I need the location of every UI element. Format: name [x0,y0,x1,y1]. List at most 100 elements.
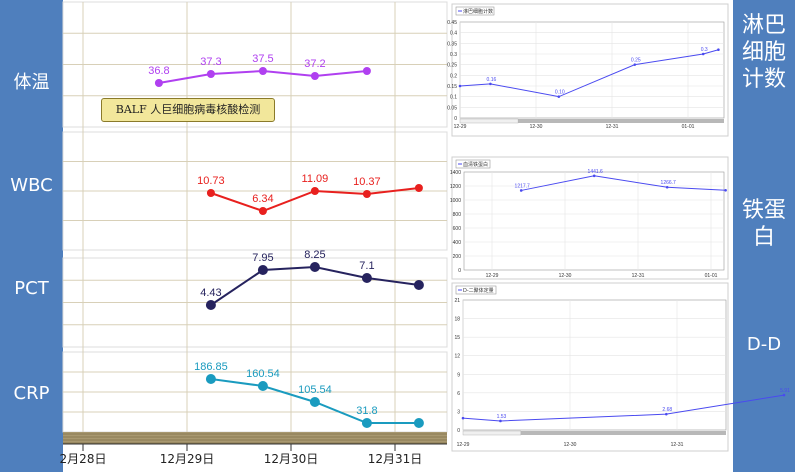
lymph-mini-y-tick: 0 [454,116,457,122]
label-d-dimer: D-D [746,334,782,355]
dd-mini-data-label: 2.68 [662,407,672,413]
dd-mini-point [665,412,668,416]
crp-data-label: 160.54 [246,368,280,380]
dd-mini-point [782,393,786,397]
lymph-mini-data-label: 0.16 [487,77,497,83]
wbc-data-point [362,190,371,198]
ferritin-mini-y-tick: 800 [453,212,462,218]
dd-mini-y-tick: 9 [457,372,460,378]
lymph-mini-scroll-thumb [459,118,519,124]
ferritin-mini-x-tick: 12-31 [632,273,645,279]
label-crp: CRP [13,383,50,404]
left-sidebar [0,0,63,472]
crp-data-label: 31.8 [356,405,377,417]
pct-data-label: 8.25 [304,249,325,261]
lymph-mini-point [717,48,720,52]
temp-data-point [310,72,319,80]
lymph-mini-y-tick: 0.1 [450,95,457,101]
ferritin-mini-x-tick: 12-29 [486,273,499,279]
dd-mini-scroll-thumb [462,430,522,436]
lymph-mini-x-tick: 01-01 [682,124,695,130]
crp-data-point [309,397,320,407]
dd-mini-y-tick: 0 [457,428,460,434]
wbc-data-point [414,184,423,192]
temp-data-label: 37.3 [200,56,221,68]
ferritin-mini-x-tick: 12-30 [559,273,572,279]
dd-mini-scrollbar [463,431,726,435]
lymph-mini-y-tick: 0.4 [450,31,457,37]
wbc-data-label: 10.37 [353,176,381,188]
dd-mini-data-label: 5.91 [780,388,790,394]
dd-mini-x-tick: 12-30 [564,442,577,448]
ferritin-mini-y-tick: 1000 [450,198,461,204]
ferritin-mini-title: 血清铁蛋白 [463,161,488,168]
wbc-data-label: 10.73 [197,175,225,187]
lymph-mini-point [458,84,462,88]
lymph-mini-x-tick: 12-31 [606,124,619,130]
pct-data-label: 7.1 [359,260,374,272]
temp-data-point [258,67,267,75]
axis-band [63,432,447,444]
ferritin-mini-point [665,185,669,189]
dd-mini-point [499,419,502,423]
wbc-data-label: 11.09 [302,173,329,185]
lymph-mini-line [459,49,719,98]
wbc-data-point [258,207,267,215]
crp-data-label: 105.54 [298,384,332,396]
pct-data-point [205,300,216,310]
lymph-mini-data-label: 0.25 [631,58,641,64]
ferritin-mini-y-tick: 600 [453,226,462,232]
lymph-mini-point [633,63,637,66]
crp-data-point [205,374,216,384]
lymph-mini-y-tick: 0.05 [447,105,457,111]
crp-data-point [413,418,424,428]
lymph-mini-title: 淋巴细胞计数 [463,8,493,15]
pct-data-label: 7.95 [252,252,273,264]
dd-mini-plot [462,299,727,431]
ferritin-mini-y-tick: 0 [458,268,461,274]
dd-mini-legend-box [455,285,497,295]
pct-data-point [413,280,424,290]
label-pct: PCT [14,278,49,299]
ferritin-mini-line [521,175,726,191]
lymph-mini-y-tick: 0.15 [447,84,457,90]
lymph-mini-y-tick: 0.35 [447,41,457,47]
temp-data-label: 36.8 [148,65,169,77]
ferritin-mini-point [519,189,523,192]
wbc-data-point [206,189,215,197]
pct-data-label: 4.43 [200,287,221,299]
ferritin-mini-data-label: 1441.6 [588,169,604,175]
temp-data-point [206,70,215,78]
ferritin-mini-y-tick: 1400 [450,170,461,176]
lymph-mini-scrollbar [460,119,724,123]
lymph-mini-point [557,95,561,98]
temp-data-point [362,67,371,75]
ferritin-mini-y-tick: 200 [453,254,462,260]
lymph-mini-point [701,52,705,56]
dd-mini-y-tick: 12 [454,354,460,360]
lymph-mini-plot [459,21,725,119]
label-lymphocyte-count: 淋巴 细胞 计数 [741,13,786,92]
lymph-mini-x-tick: 12-30 [530,124,543,130]
right-sidebar [733,0,795,472]
temp-data-point [154,79,163,87]
x-tick-label: 2月28日 [60,452,107,466]
wbc-data-label: 6.34 [252,193,273,205]
x-tick-label: 12月31日 [368,452,423,466]
lymph-mini-data-label: 0.3 [701,47,708,53]
x-tick-label: 12月30日 [264,452,319,466]
dd-mini-data-label: 1.53 [497,414,507,420]
lymph-mini-y-tick: 0.2 [450,73,457,79]
label-ferritin: 铁蛋白 [741,198,786,250]
x-tick-label: 12月29日 [160,452,215,466]
pct-data-point [361,273,372,283]
lymph-mini-y-tick: 0.3 [450,52,457,58]
lymph-mini-x-tick: 12-29 [454,124,467,130]
lymph-mini-point [489,82,492,86]
lymph-mini-data-label: 0.10 [555,90,565,96]
crp-data-point [361,418,372,428]
lymph-mini-y-tick: 0.25 [447,63,457,69]
pct-data-point [309,262,320,272]
balf-annotation: BALF 人巨细胞病毒核酸检测 [101,98,275,122]
